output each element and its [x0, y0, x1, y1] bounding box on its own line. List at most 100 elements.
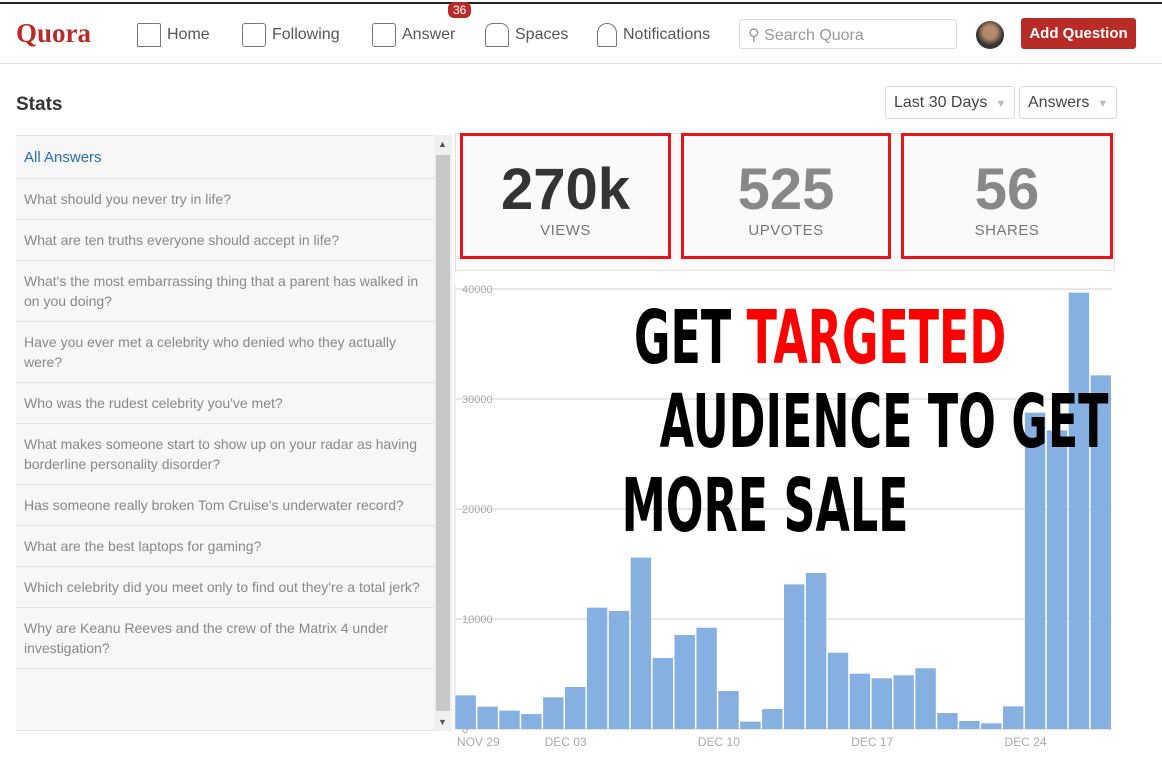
bar	[849, 673, 871, 729]
bar	[981, 723, 1002, 729]
bar	[1003, 706, 1024, 729]
upvotes-value: 525	[737, 157, 835, 222]
overlay-highlight: TARGETED	[746, 295, 1007, 381]
nav-following[interactable]: Following	[242, 23, 340, 47]
views-chart: 0 10000 20000 30000 40000 NOV 29 DEC 03 DEC 10 D…	[454, 284, 1112, 749]
bar	[499, 710, 520, 729]
overlay-line3: MORE SALE	[621, 463, 909, 549]
pencil-icon	[372, 23, 396, 47]
nav-label: Home	[167, 26, 210, 43]
nav-spaces[interactable]: Spaces	[485, 23, 568, 47]
page-title: Stats	[16, 94, 63, 115]
search-placeholder: Search Quora	[764, 27, 864, 44]
answer-count-badge: 36	[448, 2, 472, 18]
list-item[interactable]: What's the most embarrassing thing that …	[16, 261, 434, 322]
bar	[543, 697, 564, 729]
bar	[1068, 292, 1090, 729]
bar	[674, 634, 695, 729]
people-icon	[485, 23, 509, 47]
chevron-down-icon: ▼	[995, 98, 1007, 110]
overlay-line1: GET	[634, 295, 747, 381]
list-item[interactable]: What are ten truths everyone should acce…	[16, 220, 434, 261]
nav-answer[interactable]: Answer	[372, 23, 455, 47]
bar	[696, 627, 717, 729]
quora-logo[interactable]: Quora	[16, 18, 92, 48]
type-dropdown[interactable]: Answers ▼	[1019, 86, 1118, 119]
bar	[937, 713, 958, 729]
search-input[interactable]: ⚲ Search Quora	[739, 19, 957, 49]
x-tick-label: DEC 17	[851, 735, 893, 749]
overlay-line2: AUDIENCE TO GET	[659, 379, 1109, 465]
views-value: 270k	[500, 157, 631, 222]
list-item[interactable]: Have you ever met a celebrity who denied…	[16, 322, 434, 383]
bar	[608, 610, 630, 729]
bar	[477, 706, 498, 729]
shares-value: 56	[974, 157, 1040, 222]
shares-stat[interactable]: 56 SHARES	[901, 133, 1113, 259]
scroll-down-icon[interactable]: ▼	[438, 717, 447, 727]
bar	[871, 678, 892, 729]
shares-label: SHARES	[974, 222, 1040, 239]
nav-label: Following	[272, 26, 340, 43]
nav-notifications[interactable]: Notifications	[597, 23, 710, 47]
bar	[915, 668, 936, 729]
bar	[740, 721, 761, 729]
bar	[1090, 375, 1111, 729]
search-icon: ⚲	[748, 27, 765, 44]
list-scrollbar[interactable]: ▲ ▼	[434, 135, 452, 731]
bar	[1024, 412, 1046, 729]
upvotes-stat[interactable]: 525 UPVOTES	[681, 133, 891, 259]
list-item[interactable]: What should you never try in life?	[16, 179, 434, 220]
bar	[521, 714, 542, 729]
x-tick-label: DEC 24	[1005, 735, 1047, 749]
list-item[interactable]: What makes someone start to show up on y…	[16, 424, 434, 485]
bar	[630, 557, 652, 729]
list-item[interactable]: Has someone really broken Tom Cruise's u…	[16, 485, 434, 526]
list-item[interactable]: Why are Keanu Reeves and the crew of the…	[16, 608, 434, 669]
y-tick-label: 0	[462, 724, 468, 736]
list-icon	[242, 23, 266, 47]
top-nav: Quora Home Following Answer 36 Spaces No…	[0, 2, 1162, 64]
bar	[652, 658, 673, 729]
nav-label: Spaces	[515, 26, 569, 43]
views-stat[interactable]: 270k VIEWS	[460, 133, 671, 259]
x-tick-label: NOV 29	[457, 735, 500, 749]
scroll-up-icon[interactable]: ▲	[438, 139, 447, 149]
nav-label: Answer	[402, 26, 456, 43]
list-item[interactable]: Which celebrity did you meet only to fin…	[16, 567, 434, 608]
bar	[586, 607, 608, 729]
y-tick-label: 30000	[462, 394, 493, 406]
y-tick-label: 10000	[462, 614, 493, 626]
bar	[718, 691, 739, 729]
bar	[565, 686, 586, 729]
bar	[455, 695, 476, 729]
promo-overlay-text: GET TARGETED AUDIENCE TO GET MORE SALE	[510, 295, 1109, 549]
home-icon	[137, 23, 161, 47]
bar	[827, 652, 849, 729]
bell-icon	[597, 23, 617, 47]
x-tick-label: DEC 03	[545, 735, 587, 749]
bar	[959, 720, 980, 729]
add-question-button[interactable]: Add Question	[1021, 18, 1136, 49]
bar	[805, 573, 827, 729]
chevron-down-icon: ▼	[1097, 98, 1109, 110]
list-item[interactable]: What are the best laptops for gaming?	[16, 526, 434, 567]
scrollbar-thumb[interactable]	[436, 155, 450, 711]
bar	[893, 675, 914, 729]
upvotes-label: UPVOTES	[748, 222, 824, 239]
bar	[784, 584, 805, 729]
avatar[interactable]	[976, 21, 1004, 49]
all-answers-link[interactable]: All Answers	[16, 136, 434, 179]
answers-list: All Answers What should you never try in…	[16, 135, 434, 731]
list-item[interactable]: Who was the rudest celebrity you've met?	[16, 383, 434, 424]
views-label: VIEWS	[540, 222, 591, 239]
bar	[762, 708, 783, 729]
type-value: Answers	[1028, 94, 1090, 111]
x-tick-label: DEC 10	[698, 735, 740, 749]
nav-label: Notifications	[623, 26, 711, 43]
nav-home[interactable]: Home	[137, 23, 210, 47]
y-tick-label: 20000	[462, 504, 493, 516]
window-border	[0, 2, 1162, 4]
range-dropdown[interactable]: Last 30 Days ▼	[885, 86, 1016, 119]
bar	[1046, 430, 1068, 729]
